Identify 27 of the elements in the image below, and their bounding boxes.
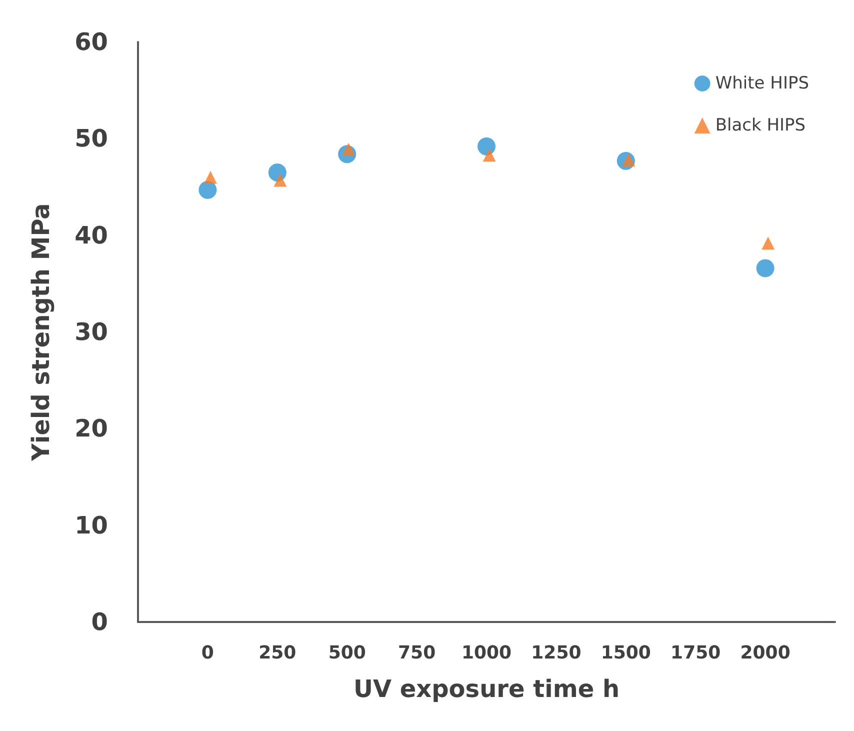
x-tick-label: 1500 xyxy=(600,642,651,664)
y-tick-label: 20 xyxy=(74,414,108,443)
y-tick-label: 10 xyxy=(74,511,108,540)
x-tick-label: 1250 xyxy=(531,642,582,664)
x-axis-title: UV exposure time h xyxy=(353,675,620,703)
point xyxy=(204,170,217,184)
y-tick-label: 50 xyxy=(74,124,108,153)
x-tick-label: 250 xyxy=(258,642,296,664)
point xyxy=(756,259,774,278)
point xyxy=(198,180,217,199)
point xyxy=(762,236,775,250)
point xyxy=(482,148,496,162)
x-tick-label: 2000 xyxy=(740,642,790,664)
legend-label: White HIPS xyxy=(715,74,810,94)
y-tick-label: 30 xyxy=(74,318,108,346)
y-tick-label: 40 xyxy=(74,221,108,250)
x-tick-label: 0 xyxy=(201,642,214,664)
y-axis-title: Yield strength MPa xyxy=(27,203,55,462)
x-tick-label: 1000 xyxy=(461,642,512,664)
x-tick-label: 1750 xyxy=(670,642,721,664)
point xyxy=(274,174,287,187)
point xyxy=(478,137,496,156)
y-tick-label: 0 xyxy=(91,608,108,636)
legend-label: Black HIPS xyxy=(715,116,806,136)
y-tick-label: 60 xyxy=(74,28,108,56)
x-tick-label: 500 xyxy=(328,642,366,664)
x-tick-label: 750 xyxy=(398,642,436,664)
